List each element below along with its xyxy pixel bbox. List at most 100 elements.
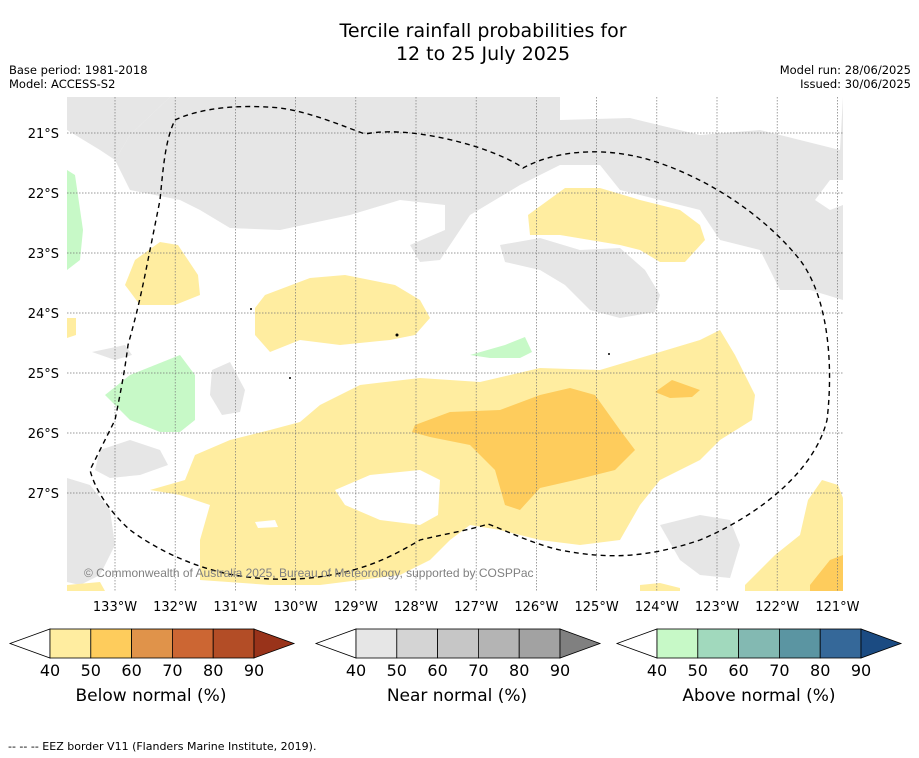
colorbar-tick-label: 40 bbox=[647, 661, 667, 680]
colorbar-tick-label: 90 bbox=[851, 661, 871, 680]
colorbar-tick-label: 70 bbox=[769, 661, 789, 680]
colorbar-extend-high bbox=[253, 628, 296, 659]
colorbar-tick-label: 80 bbox=[203, 661, 223, 680]
below-normal-region-north-east bbox=[528, 188, 705, 262]
colorbar-label-near: Near normal (%) bbox=[386, 686, 528, 706]
near-normal-region-west-blob bbox=[95, 440, 168, 478]
below-normal-region-west-edge bbox=[67, 318, 76, 338]
colorbar-swatch bbox=[477, 628, 520, 659]
colorbar-swatch bbox=[779, 628, 821, 659]
colorbar-swatch bbox=[49, 628, 92, 659]
colorbar-tick-label: 50 bbox=[387, 661, 407, 680]
colorbar-tick-label: 90 bbox=[244, 661, 264, 680]
colorbar-tick-label: 50 bbox=[688, 661, 708, 680]
probability-shading bbox=[67, 97, 843, 591]
near-normal-region-southeast bbox=[660, 515, 740, 578]
map-title: Tercile rainfall probabilities for 12 to… bbox=[0, 20, 919, 66]
colorbar-swatch bbox=[355, 628, 398, 659]
longitude-label: 128°W bbox=[394, 600, 438, 615]
longitude-label: 126°W bbox=[514, 600, 558, 615]
below-normal-region-sw-small bbox=[67, 582, 105, 591]
island-marker bbox=[608, 353, 610, 355]
near-normal-region-northwest bbox=[67, 97, 170, 160]
above-normal-region-central bbox=[470, 337, 532, 358]
latitude-labels: 21°S 22°S 23°S 24°S 25°S 26°S 27°S bbox=[28, 127, 59, 502]
colorbar-swatch bbox=[90, 628, 133, 659]
latitude-label: 25°S bbox=[28, 367, 59, 382]
colorbar-swatch bbox=[738, 628, 780, 659]
issued-text: Issued: 30/06/2025 bbox=[800, 77, 911, 91]
no-dominant-tercile-hole bbox=[335, 470, 440, 525]
above-normal-region-west-edge bbox=[67, 170, 83, 270]
eez-border bbox=[89, 105, 831, 580]
latitude-label: 21°S bbox=[28, 127, 59, 142]
colorbar-swatch bbox=[131, 628, 173, 659]
island-marker bbox=[395, 333, 399, 337]
below-normal-region-main bbox=[150, 330, 755, 585]
colorbar-swatch bbox=[656, 628, 699, 659]
colorbar-swatch bbox=[518, 628, 561, 659]
longitude-label: 125°W bbox=[575, 600, 619, 615]
colorbar-label-above: Above normal (%) bbox=[682, 686, 836, 706]
colorbar-tick-label: 50 bbox=[81, 661, 101, 680]
colorbar-1: 40 50 60 70 80 90 bbox=[314, 628, 602, 680]
meta-right: Model run: 28/06/2025 Issued: 30/06/2025 bbox=[780, 63, 911, 91]
longitude-labels: 133°W 132°W 131°W 130°W 129°W 128°W 127°W 126°W… bbox=[93, 600, 860, 615]
colorbar-tick-label: 60 bbox=[728, 661, 748, 680]
below-normal-50-region-southeast bbox=[810, 555, 843, 591]
longitude-label: 121°W bbox=[815, 600, 859, 615]
colorbar-tick-label: 70 bbox=[162, 661, 182, 680]
colorbars: 40 50 60 70 80 90 40 50 60 70 80 90 40 50 60 70 80 90 bbox=[8, 628, 903, 680]
longitude-label: 122°W bbox=[755, 600, 799, 615]
no-dominant-tercile-northeast-gap bbox=[815, 180, 843, 210]
colorbar-swatch bbox=[212, 628, 255, 659]
longitude-label: 123°W bbox=[695, 600, 739, 615]
base-period-text: Base period: 1981-2018 bbox=[9, 63, 148, 77]
meta-left: Base period: 1981-2018 Model: ACCESS-S2 bbox=[9, 63, 148, 91]
below-normal-region-northwest bbox=[125, 242, 200, 305]
colorbar-swatch bbox=[437, 628, 479, 659]
copyright-text: © Commonwealth of Australia 2025, Bureau… bbox=[84, 566, 534, 580]
model-run-text: Model run: 28/06/2025 bbox=[779, 63, 911, 77]
near-normal-region-southwest bbox=[67, 478, 115, 585]
latitude-label: 22°S bbox=[28, 187, 59, 202]
below-normal-region-central-north bbox=[255, 275, 430, 352]
colorbar-tick-label: 70 bbox=[468, 661, 488, 680]
near-normal-region-west-arc bbox=[92, 345, 132, 360]
colorbar-0: 40 50 60 70 80 90 bbox=[8, 628, 296, 680]
near-normal-region-central bbox=[500, 238, 660, 318]
latitude-label: 23°S bbox=[28, 247, 59, 262]
latitude-label: 26°S bbox=[28, 427, 59, 442]
below-normal-50-region-central bbox=[412, 388, 635, 510]
latitude-label: 24°S bbox=[28, 307, 59, 322]
no-dominant-tercile-hole-2 bbox=[255, 520, 278, 528]
no-dominant-tercile-north-gap bbox=[705, 110, 738, 130]
longitude-label: 130°W bbox=[274, 600, 318, 615]
latitude-label: 27°S bbox=[28, 487, 59, 502]
colorbar-tick-label: 80 bbox=[509, 661, 529, 680]
above-normal-region-west bbox=[105, 355, 195, 432]
colorbar-tick-label: 40 bbox=[40, 661, 60, 680]
colorbar-tick-label: 90 bbox=[550, 661, 570, 680]
colorbar-extend-high bbox=[559, 628, 602, 659]
map-gridlines bbox=[67, 97, 843, 591]
below-normal-region-south-small bbox=[640, 583, 680, 591]
island-marker bbox=[250, 308, 252, 310]
colorbar-tick-label: 40 bbox=[346, 661, 366, 680]
colorbar-tick-label: 60 bbox=[427, 661, 447, 680]
colorbar-swatch bbox=[171, 628, 214, 659]
longitude-label: 131°W bbox=[213, 600, 257, 615]
colorbar-extend-low bbox=[615, 628, 658, 659]
colorbar-extend-low bbox=[314, 628, 357, 659]
colorbar-swatch bbox=[697, 628, 739, 659]
island-marker bbox=[289, 377, 291, 379]
colorbar-swatch bbox=[396, 628, 438, 659]
colorbar-extend-low bbox=[8, 628, 51, 659]
longitude-label: 124°W bbox=[635, 600, 679, 615]
eez-legend-footer: -- -- -- EEZ border V11 (Flanders Marine… bbox=[8, 740, 317, 753]
near-normal-region-north bbox=[115, 97, 843, 300]
colorbar-2: 40 50 60 70 80 90 bbox=[615, 628, 903, 680]
title-line-1: Tercile rainfall probabilities for bbox=[339, 20, 627, 42]
colorbar-swatch bbox=[819, 628, 862, 659]
